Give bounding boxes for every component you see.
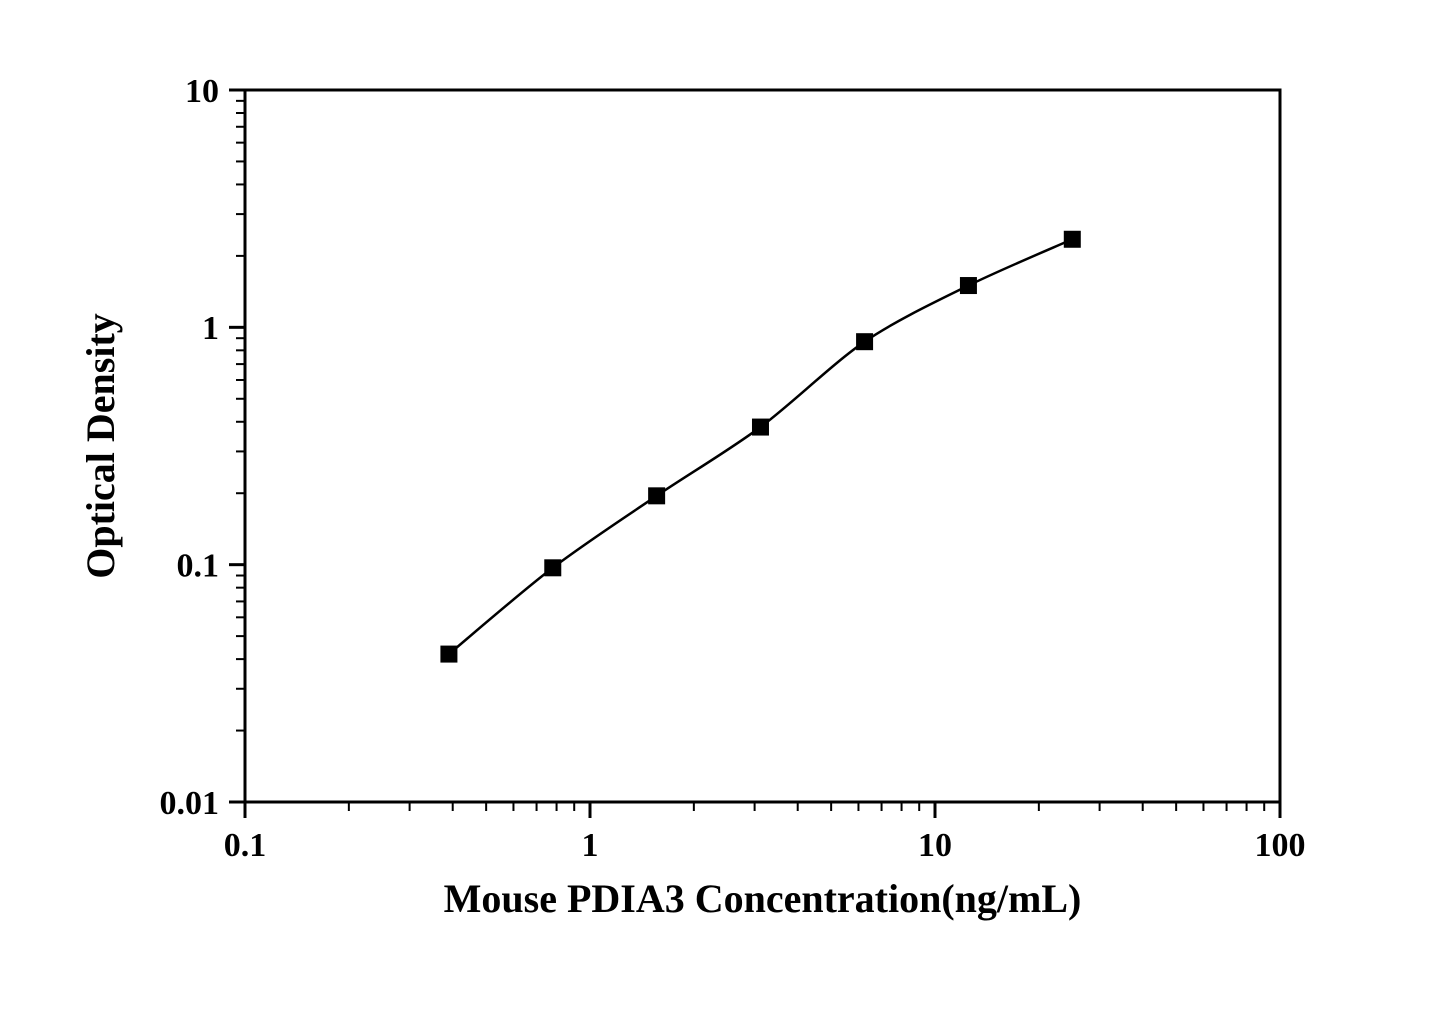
data-marker — [752, 419, 769, 436]
x-axis-label: Mouse PDIA3 Concentration(ng/mL) — [444, 876, 1082, 921]
data-marker — [1064, 231, 1081, 248]
chart-svg: 0.11101000.010.1110Mouse PDIA3 Concentra… — [0, 0, 1445, 1009]
x-tick-label: 0.1 — [224, 827, 267, 864]
y-tick-label: 0.1 — [177, 548, 220, 585]
data-marker — [648, 487, 665, 504]
chart-container: 0.11101000.010.1110Mouse PDIA3 Concentra… — [0, 0, 1445, 1009]
x-tick-label: 10 — [918, 827, 952, 864]
chart-background — [0, 0, 1445, 1009]
y-axis-label: Optical Density — [78, 313, 123, 579]
y-tick-label: 1 — [202, 310, 219, 347]
y-tick-label: 0.01 — [160, 785, 220, 822]
y-tick-label: 10 — [185, 73, 219, 110]
data-marker — [544, 559, 561, 576]
data-marker — [440, 646, 457, 663]
x-tick-label: 1 — [582, 827, 599, 864]
x-tick-label: 100 — [1255, 827, 1306, 864]
data-marker — [856, 333, 873, 350]
data-marker — [960, 277, 977, 294]
